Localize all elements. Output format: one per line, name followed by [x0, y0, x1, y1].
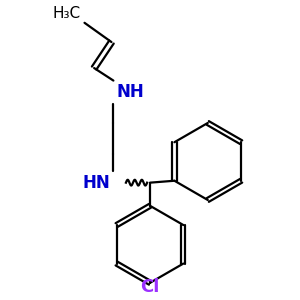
Text: NH: NH [116, 83, 144, 101]
Text: HN: HN [83, 174, 110, 192]
Text: Cl: Cl [140, 278, 160, 296]
Text: H₃C: H₃C [52, 6, 81, 21]
